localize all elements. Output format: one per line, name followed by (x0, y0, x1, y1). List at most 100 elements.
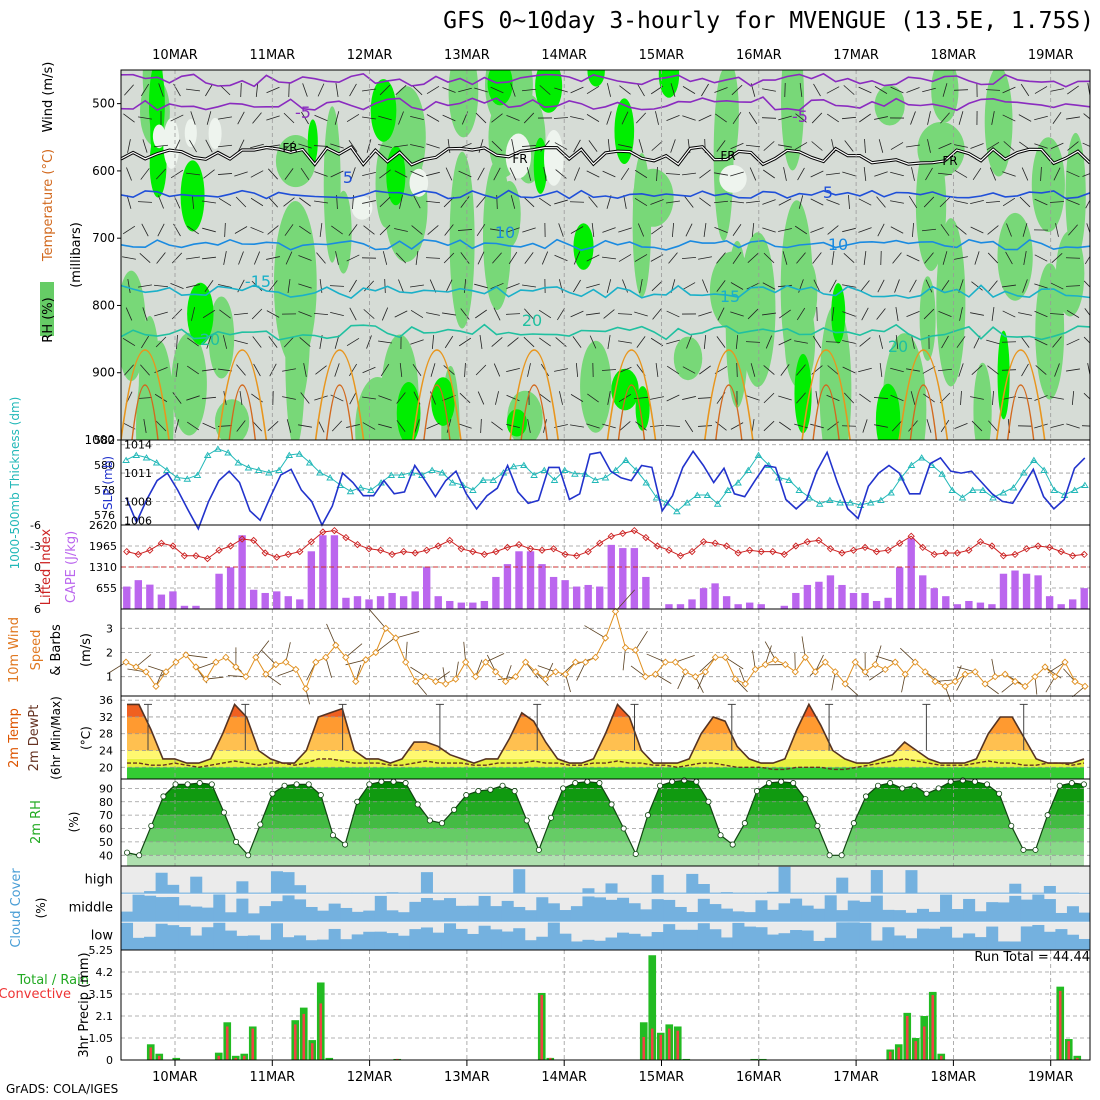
wind-barb (206, 335, 212, 349)
wind-speed-point (412, 677, 420, 686)
wind-speed-point (801, 653, 809, 661)
cape-bar (353, 596, 362, 609)
cloud-cell (132, 894, 145, 922)
date-label-bottom: 17MAR (833, 1070, 879, 1085)
lifted-index-point (261, 549, 269, 557)
rh-dry-blob (208, 117, 222, 150)
wind-barb-10m (646, 653, 666, 663)
wind-barb (927, 111, 931, 125)
wind-barb (524, 308, 534, 320)
cloud-cell (974, 911, 987, 922)
precip-convective-bar (293, 1024, 297, 1060)
wind-barb-10m (261, 650, 277, 665)
wind-barb (988, 280, 998, 292)
rh-point (547, 814, 554, 821)
wind-speed-point (212, 658, 220, 666)
cloud-cell (651, 874, 664, 894)
wind-barb (732, 252, 742, 264)
cloud-cell (420, 872, 433, 894)
wind-barb (730, 282, 744, 290)
cloud-cell (1066, 934, 1079, 950)
wind-barb (186, 172, 200, 176)
wind-barb (635, 421, 647, 431)
wind-barb (666, 394, 680, 402)
wind-barb (1001, 341, 1017, 343)
wind-barb (363, 309, 375, 319)
wind-barb (1066, 199, 1080, 205)
cloud-cell (547, 903, 560, 922)
lifted-index-point (653, 542, 662, 550)
date-label-top: 19MAR (1028, 48, 1074, 63)
wind-barb (634, 197, 648, 207)
rh-dry-blob (184, 118, 197, 148)
wind-speed-point (462, 658, 470, 666)
wind-barb (1066, 310, 1080, 318)
wind-barb-10m (135, 654, 152, 668)
wind-barb (1022, 279, 1028, 293)
cloud-cell (363, 910, 376, 922)
wind-barb (1002, 86, 1016, 94)
wind-barb (751, 222, 755, 238)
wind-barb (713, 200, 729, 204)
cloud-cell (582, 888, 595, 894)
wind-barb (523, 336, 535, 348)
cloud-cell (190, 876, 203, 894)
wind-barb (506, 394, 520, 402)
rh-point (911, 782, 918, 789)
cape-bar (457, 602, 465, 609)
rh-moist-blob (273, 200, 317, 367)
wind-barb (684, 419, 694, 433)
cape-bar (815, 581, 823, 609)
wind-speed-point (861, 668, 869, 676)
wind-speed-axis-label: Speed (29, 630, 44, 671)
rh-point (693, 778, 700, 785)
wind-barb (522, 284, 536, 288)
date-label-top: 10MAR (152, 48, 198, 63)
wind-barb (618, 144, 632, 148)
cloud-cell (374, 931, 387, 950)
wind-speed-point (851, 658, 859, 666)
wind-barb (1050, 142, 1064, 150)
wind-barb (763, 252, 775, 264)
wind-barb (510, 83, 516, 97)
wind-barb (843, 252, 855, 264)
wind-barb-10m (368, 608, 387, 629)
wind-barb (618, 366, 632, 374)
precip-convective-bar (905, 1016, 909, 1060)
wind-barb (362, 116, 376, 120)
wind-barb (745, 144, 761, 148)
cloud-cell (270, 901, 283, 922)
rh-point (741, 820, 748, 827)
cloud-cell (663, 924, 676, 950)
cloud-cell (790, 898, 803, 922)
temp-contour-20 (121, 323, 1090, 341)
wind-barb (170, 169, 184, 179)
wind-barb (777, 284, 793, 288)
precip-frame (120, 949, 1091, 1061)
thickness-tick-label: 578 (94, 484, 115, 497)
wind-barb (1083, 392, 1090, 400)
rh-point (802, 796, 809, 803)
cloud-cell (847, 900, 860, 922)
rh-tick-label: 40 (99, 849, 113, 862)
cloud-cell (801, 930, 814, 950)
wind-barb (314, 395, 328, 401)
wind-barb (122, 225, 136, 235)
rh-point (148, 822, 155, 829)
lifted-index-point (365, 545, 373, 553)
wind-barb (1049, 201, 1065, 203)
cloud-cell (859, 901, 872, 922)
rh-point (451, 806, 458, 813)
wind-barb (890, 394, 904, 402)
lifted-index-point (1080, 550, 1088, 559)
lifted-index-point (988, 542, 996, 550)
wind-barb (218, 197, 232, 207)
thickness-point (826, 496, 834, 503)
wind-barb (666, 339, 680, 345)
lifted-index-point (872, 547, 881, 556)
wind-barb-10m (874, 645, 882, 665)
cloud-cell (755, 900, 768, 922)
wind-barb (509, 167, 517, 181)
cloud-cell (559, 933, 572, 950)
wind-barb-10m (326, 623, 337, 646)
